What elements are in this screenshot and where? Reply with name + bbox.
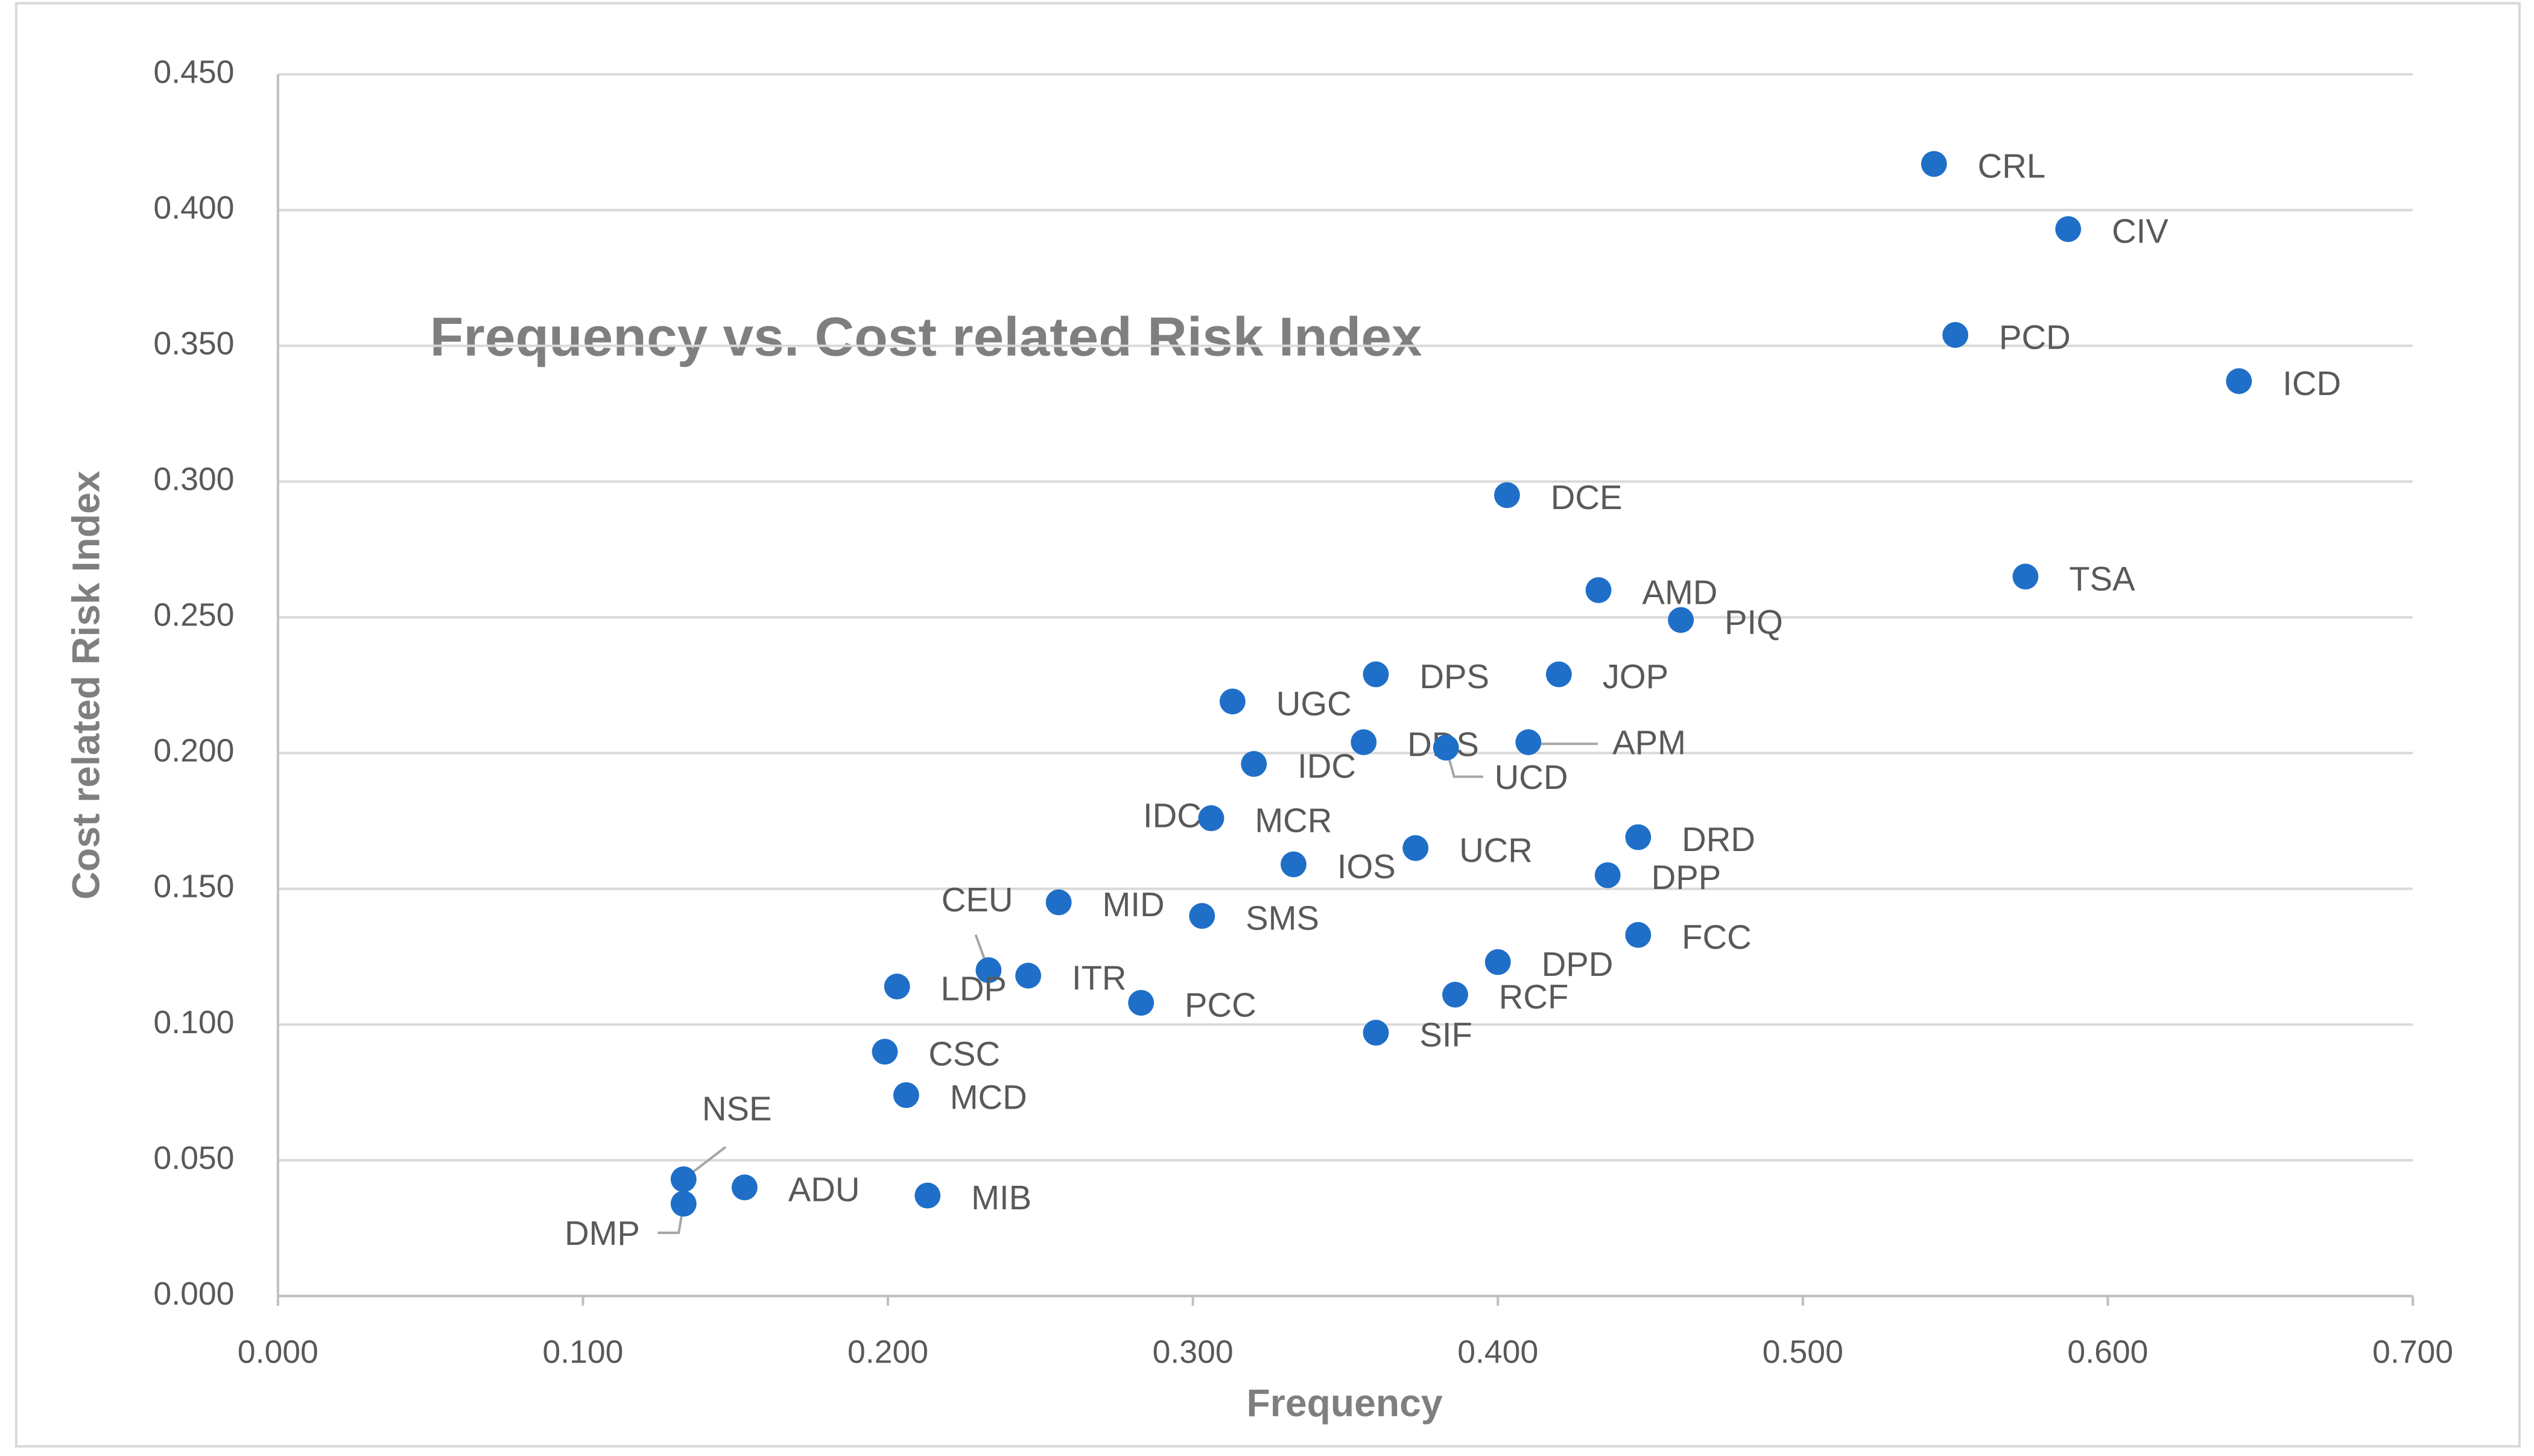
- y-tick-label: 0.050: [153, 1140, 234, 1176]
- point-label: IDC: [1297, 747, 1356, 785]
- y-tick-label: 0.350: [153, 326, 234, 362]
- point-label: ADU: [788, 1171, 860, 1209]
- point: [670, 1166, 697, 1192]
- point-label: IOS: [1337, 847, 1396, 885]
- y-tick-label: 0.250: [153, 597, 234, 633]
- x-tick-label: 0.700: [2372, 1334, 2453, 1370]
- point-label: LDP: [941, 970, 1007, 1008]
- point: [1493, 482, 1520, 508]
- point-label: TSA: [2069, 560, 2135, 598]
- y-tick-label: 0.400: [153, 189, 234, 226]
- point-label: SIF: [1419, 1016, 1472, 1054]
- y-tick-label: 0.450: [153, 54, 234, 90]
- point-label: PCD: [1999, 318, 2071, 356]
- point: [1515, 729, 1542, 755]
- point: [670, 1191, 697, 1217]
- point: [1484, 949, 1511, 975]
- point: [1585, 577, 1612, 603]
- point-label: ITR: [1072, 959, 1127, 997]
- point-label: DPD: [1542, 945, 1614, 983]
- point-label: DCE: [1551, 478, 1623, 516]
- point: [884, 973, 910, 1000]
- point-label: UGC: [1276, 685, 1352, 723]
- chart-border: [14, 2, 2521, 1448]
- point-label: DPS: [1419, 657, 1489, 695]
- point: [1668, 607, 1694, 633]
- point: [1241, 751, 1267, 777]
- point-label: NSE: [702, 1090, 772, 1128]
- point: [1942, 321, 1969, 348]
- x-tick-label: 0.100: [542, 1334, 623, 1370]
- point: [1351, 729, 1377, 755]
- point: [2226, 368, 2252, 394]
- point: [1281, 851, 1307, 878]
- point: [1015, 963, 1042, 989]
- x-tick-label: 0.500: [1763, 1334, 1843, 1370]
- point-label: DMP: [565, 1214, 640, 1252]
- y-tick-label: 0.100: [153, 1004, 234, 1040]
- point-label: AMD: [1642, 573, 1717, 611]
- chart-title: Frequency vs. Cost related Risk Index: [430, 306, 1422, 367]
- point: [731, 1174, 758, 1201]
- point-label: FCC: [1682, 918, 1752, 956]
- y-tick-label: 0.000: [153, 1276, 234, 1312]
- y-tick-label: 0.200: [153, 733, 234, 769]
- point-label: MCD: [950, 1078, 1027, 1116]
- y-axis-title: Cost related Risk Index: [64, 470, 107, 899]
- point: [1045, 889, 1072, 916]
- point-label: CIV: [2112, 212, 2168, 250]
- point: [1545, 661, 1572, 688]
- y-tick-label: 0.150: [153, 869, 234, 905]
- x-tick-label: 0.400: [1457, 1334, 1538, 1370]
- point-label: JOP: [1603, 657, 1668, 695]
- point-label: CRL: [1978, 147, 2046, 185]
- x-axis-title: Frequency: [1247, 1381, 1443, 1425]
- point: [1219, 688, 1246, 715]
- point-label: PIQ: [1725, 603, 1783, 641]
- point: [872, 1039, 898, 1065]
- point: [1402, 835, 1429, 861]
- point-label: CEU: [942, 881, 1013, 919]
- point: [1128, 990, 1155, 1016]
- point: [1442, 981, 1468, 1008]
- point-label: MID: [1103, 885, 1165, 923]
- point: [975, 957, 1002, 984]
- point-label: SMS: [1246, 899, 1319, 937]
- point: [1363, 661, 1389, 688]
- point: [1363, 1019, 1389, 1046]
- x-tick-label: 0.200: [847, 1334, 928, 1370]
- point-label: ICD: [2282, 364, 2341, 402]
- point: [1921, 151, 1947, 177]
- x-tick-label: 0.300: [1153, 1334, 1234, 1370]
- point-label: MIB: [971, 1179, 1031, 1217]
- point-label: UCR: [1459, 831, 1533, 869]
- point: [914, 1182, 941, 1209]
- point-label: RCF: [1499, 978, 1569, 1016]
- point: [1198, 805, 1224, 831]
- point: [1625, 922, 1652, 948]
- point: [2055, 216, 2082, 242]
- point: [893, 1082, 919, 1109]
- point-label: DPP: [1652, 858, 1722, 896]
- point-label: MCR: [1255, 801, 1332, 839]
- point: [2012, 563, 2039, 590]
- point-label: DRD: [1682, 820, 1755, 858]
- point-label: UCD: [1495, 758, 1568, 796]
- point-label: APM: [1612, 724, 1686, 762]
- point-label: IDC: [1143, 796, 1202, 834]
- point: [1625, 824, 1652, 850]
- x-tick-label: 0.600: [2067, 1334, 2148, 1370]
- point-label: CSC: [928, 1035, 1000, 1073]
- point-label: PCC: [1185, 986, 1256, 1024]
- x-tick-label: 0.000: [238, 1334, 318, 1370]
- point: [1189, 903, 1215, 929]
- point: [1594, 862, 1621, 888]
- y-tick-label: 0.300: [153, 461, 234, 498]
- point: [1433, 735, 1459, 761]
